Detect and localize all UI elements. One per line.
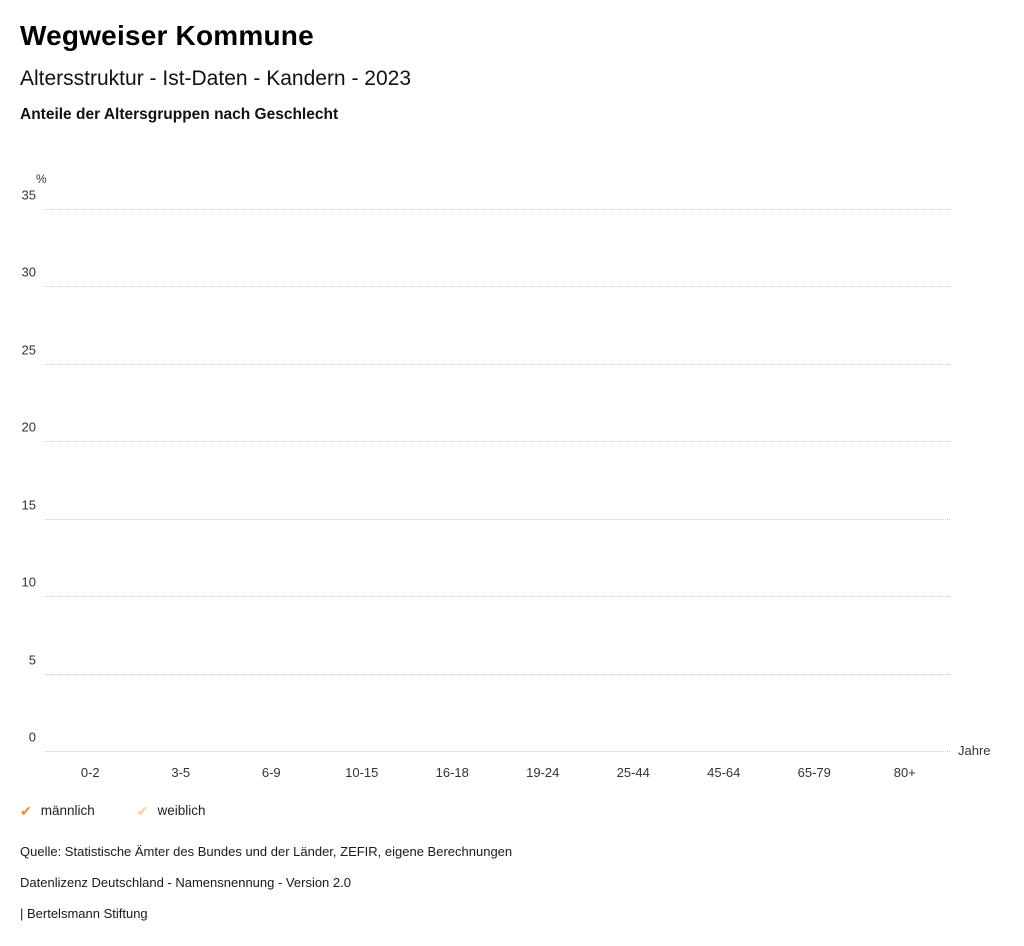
x-axis-tick-label-16-18: 16-18 xyxy=(435,765,469,780)
legend-label-weiblich: weiblich xyxy=(157,803,206,818)
y-axis-tick-label-15: 15 xyxy=(21,497,36,513)
gridline-5 xyxy=(45,673,950,675)
legend-label-maennlich: männlich xyxy=(40,803,95,818)
footer-license: Datenlizenz Deutschland - Namensnennung … xyxy=(20,875,351,890)
y-axis-tick-label-35: 35 xyxy=(21,187,36,203)
bar-chart-plot-area: Jahre 0 5 10 15 20 25 30 35 0-2 3-5 6-9 10-15 16-18 1… xyxy=(22,188,991,781)
gridline-30 xyxy=(45,286,950,288)
y-axis-tick-label-0: 0 xyxy=(28,729,36,745)
gridline-20 xyxy=(45,441,950,443)
legend-item-maennlich[interactable]: ✔ männlich xyxy=(20,803,95,818)
x-axis-tick-label-0-2: 0-2 xyxy=(80,765,100,780)
x-axis-tick-label-3-5: 3-5 xyxy=(171,765,191,780)
footer-attribution: | Bertelsmann Stiftung xyxy=(20,906,148,921)
check-icon: ✔ xyxy=(136,802,149,819)
gridline-35 xyxy=(45,209,950,210)
footer-source: Quelle: Statistische Ämter des Bundes un… xyxy=(20,844,513,859)
y-axis-tick-label-30: 30 xyxy=(21,264,36,280)
gridline-15 xyxy=(45,518,950,520)
chart-subtitle: Altersstruktur - Ist-Daten - Kandern - 2… xyxy=(20,67,411,90)
legend-item-weiblich[interactable]: ✔ weiblich xyxy=(137,803,206,818)
y-axis-tick-label-20: 20 xyxy=(21,419,36,435)
x-axis-tick-label-6-9: 6-9 xyxy=(261,765,281,780)
legend: ✔ männlich ✔ weiblich xyxy=(20,803,206,818)
chart-description: Anteile der Altersgruppen nach Geschlech… xyxy=(20,106,339,123)
y-axis-tick-label-10: 10 xyxy=(21,574,36,590)
page-title: Wegweiser Kommune xyxy=(20,20,314,51)
gridline-25 xyxy=(45,363,950,365)
x-axis-tick-label-45-64: 45-64 xyxy=(707,765,741,780)
x-axis-tick-label-25-44: 25-44 xyxy=(616,765,650,780)
gridline-0 xyxy=(45,751,950,752)
x-axis-tick-label-19-24: 19-24 xyxy=(526,765,560,780)
x-axis-unit-label: Jahre xyxy=(958,743,991,758)
check-icon: ✔ xyxy=(20,802,32,819)
x-axis-tick-label-65-79: 65-79 xyxy=(797,765,831,780)
y-axis-unit-label: % xyxy=(36,172,47,186)
x-axis-tick-label-10-15: 10-15 xyxy=(345,765,379,780)
gridline-10 xyxy=(45,596,950,598)
x-axis-tick-label-80+: 80+ xyxy=(893,765,916,780)
y-axis-tick-label-5: 5 xyxy=(28,652,36,668)
y-axis-tick-label-25: 25 xyxy=(21,342,36,358)
